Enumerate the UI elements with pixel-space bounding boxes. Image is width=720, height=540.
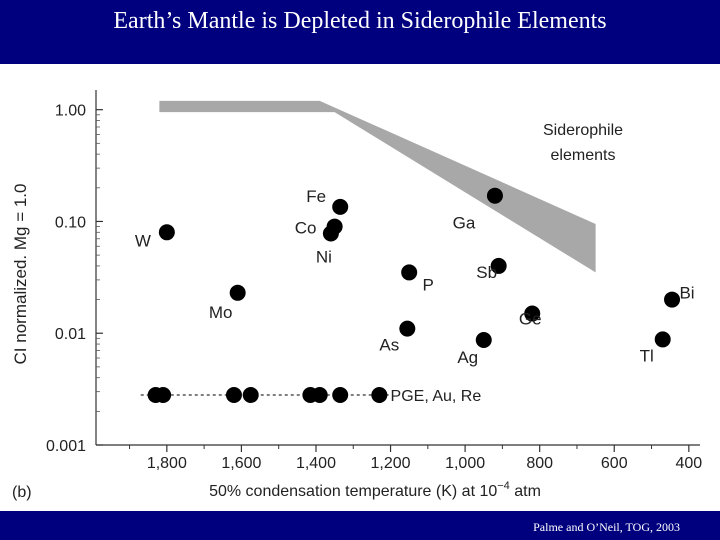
point-label-w: W xyxy=(135,231,151,250)
axes-group xyxy=(95,90,700,446)
pge-marker xyxy=(242,387,259,404)
band-label-line-1: Siderophile xyxy=(543,122,623,139)
x-tick-label: 1,200 xyxy=(371,455,411,472)
y-ticks-group: 1.00 0.10 0.01 0.001 xyxy=(46,103,103,455)
band-label-line-2: elements xyxy=(551,147,616,164)
x-tick-label: 1,000 xyxy=(445,455,485,472)
point-ag xyxy=(475,331,492,348)
point-fe xyxy=(332,198,349,215)
pge-group: PGE, Au, Re xyxy=(140,387,482,405)
pge-label: PGE, Au, Re xyxy=(391,388,482,405)
siderophile-band xyxy=(159,100,596,273)
pge-marker xyxy=(332,387,349,404)
pge-marker xyxy=(155,387,172,404)
x-tick-label: 1,800 xyxy=(147,455,187,472)
pge-marker xyxy=(371,387,388,404)
panel-label: (b) xyxy=(12,484,32,501)
point-label-co: Co xyxy=(295,219,317,238)
siderophile-band-group xyxy=(159,100,596,273)
x-tick-label: 1,400 xyxy=(296,455,336,472)
point-label-mo: Mo xyxy=(209,303,233,322)
point-label-p: P xyxy=(423,275,434,294)
point-as xyxy=(399,320,416,337)
x-axis-label: 50% condensation temperature (K) at 10−4… xyxy=(209,480,541,500)
x-axis-label-exponent: −4 xyxy=(497,480,510,492)
point-bi xyxy=(664,291,681,308)
point-ni xyxy=(322,225,339,242)
pge-marker xyxy=(311,387,328,404)
pge-marker xyxy=(225,387,242,404)
x-ticks-group: 1,800 1,600 1,400 1,200 1,000 800 600 400 xyxy=(129,445,702,472)
point-label-ga: Ga xyxy=(453,214,476,233)
x-axis-label-tail: atm xyxy=(510,483,541,500)
y-tick-label: 0.01 xyxy=(55,326,86,343)
points-group: W Mo Fe Co Ni P As Ga Sb Ag Ge Bi Tl xyxy=(135,187,695,367)
point-tl xyxy=(654,331,671,348)
point-w xyxy=(158,224,175,241)
x-tick-label: 1,600 xyxy=(221,455,261,472)
y-tick-label: 0.001 xyxy=(46,438,86,455)
point-ge xyxy=(524,305,541,322)
chart: 1,800 1,600 1,400 1,200 1,000 800 600 400 1.00 0… xyxy=(11,90,702,501)
point-label-ag: Ag xyxy=(457,348,478,367)
x-tick-label: 600 xyxy=(601,455,628,472)
point-label-bi: Bi xyxy=(679,284,694,303)
x-tick-label: 400 xyxy=(675,455,702,472)
y-tick-label: 0.10 xyxy=(55,214,86,231)
point-sb xyxy=(490,257,507,274)
point-mo xyxy=(229,284,246,301)
point-label-ni: Ni xyxy=(316,248,332,267)
footer-bar: Palme and O’Neil, TOG, 2003 xyxy=(0,511,720,540)
x-axis-label-main: 50% condensation temperature (K) at 10 xyxy=(209,483,497,500)
point-label-fe: Fe xyxy=(306,187,326,206)
point-label-ge: Ge xyxy=(519,310,542,329)
y-tick-label: 1.00 xyxy=(55,103,86,120)
point-label-tl: Tl xyxy=(640,346,654,365)
point-label-as: As xyxy=(379,336,399,355)
point-p xyxy=(401,264,418,281)
point-ga xyxy=(486,187,503,204)
slide-title: Earth’s Mantle is Depleted in Siderophil… xyxy=(113,8,607,34)
y-axis-label: CI normalized. Mg = 1.0 xyxy=(11,184,30,365)
citation: Palme and O’Neil, TOG, 2003 xyxy=(533,520,680,534)
x-tick-label: 800 xyxy=(526,455,553,472)
title-bar: Earth’s Mantle is Depleted in Siderophil… xyxy=(0,0,720,64)
point-label-sb: Sb xyxy=(476,263,497,282)
